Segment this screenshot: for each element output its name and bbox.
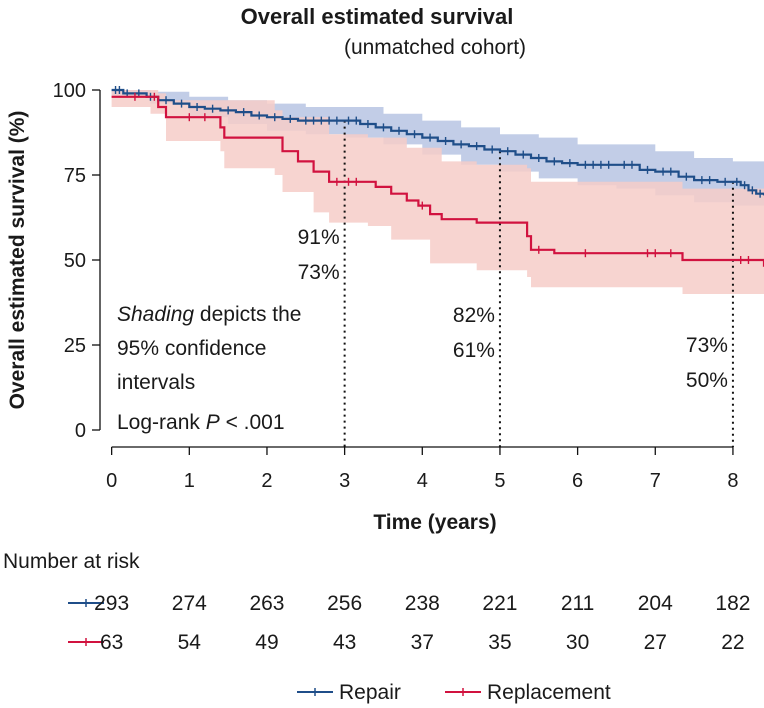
replacement-risk-count: 35	[488, 631, 511, 654]
y-tick-label: 100	[53, 80, 86, 102]
repair-risk-count: 204	[638, 592, 673, 615]
risk-table-title: Number at risk	[3, 550, 140, 573]
replacement-risk-count: 54	[178, 631, 202, 654]
annotation-replacement-3: 73%	[298, 261, 340, 284]
x-tick-label: 7	[650, 470, 661, 492]
x-tick-label: 2	[261, 470, 272, 492]
shading-note-line3: intervals	[117, 371, 195, 394]
legend: Repair Replacement	[297, 681, 611, 704]
legend-repair-label: Repair	[339, 681, 401, 704]
repair-curve	[111, 88, 764, 196]
repair-risk-count: 238	[405, 592, 440, 615]
x-axis-title: Time (years)	[373, 511, 496, 534]
chart-subtitle: (unmatched cohort)	[344, 36, 526, 59]
y-axis-title: Overall estimated survival (%)	[6, 111, 29, 410]
legend-replacement-label: Replacement	[487, 681, 611, 704]
repair-risk-count: 274	[172, 592, 207, 615]
repair-risk-count: 221	[482, 592, 517, 615]
replacement-ci-band	[111, 90, 764, 305]
annotation-replacement-8: 50%	[686, 369, 728, 392]
logrank-prefix: Log-rank	[117, 411, 206, 434]
y-tick-label: 50	[64, 250, 86, 272]
survival-curves	[111, 86, 764, 267]
logrank-label: Log-rank P < .001	[117, 411, 285, 434]
x-tick-label: 5	[494, 470, 505, 492]
shading-note-line2: 95% confidence	[117, 337, 266, 360]
replacement-risk-count: 30	[566, 631, 589, 654]
y-tick-label: 25	[64, 335, 86, 357]
axes: 0 25 50 75 100 0 1 2 3 4 5 6 7 8	[53, 80, 739, 492]
replacement-risk-count: 49	[255, 631, 278, 654]
repair-risk-count: 182	[715, 592, 750, 615]
confidence-bands	[111, 90, 764, 305]
repair-risk-count: 293	[94, 592, 129, 615]
repair-risk-count: 211	[561, 592, 594, 615]
replacement-risk-count: 43	[333, 631, 356, 654]
x-tick-label: 4	[417, 470, 428, 492]
annotation-repair-3: 91%	[298, 226, 340, 249]
chart-title: Overall estimated survival	[241, 4, 514, 29]
shading-note: Shading depicts the	[117, 303, 301, 326]
x-tick-label: 1	[184, 470, 195, 492]
logrank-suffix: < .001	[220, 411, 285, 434]
replacement-risk-count: 63	[100, 631, 123, 654]
replacement-risk-count: 37	[411, 631, 434, 654]
x-tick-label: 0	[106, 470, 117, 492]
y-tick-label: 75	[64, 165, 86, 187]
x-tick-label: 3	[339, 470, 350, 492]
replacement-risk-count: 27	[644, 631, 667, 654]
annotation-repair-5: 82%	[453, 304, 495, 327]
replacement-curve	[111, 95, 764, 267]
annotation-repair-8: 73%	[686, 334, 728, 357]
logrank-p: P	[206, 411, 220, 434]
x-tick-label: 6	[572, 470, 583, 492]
risk-table: 293 274 263 256 238 221 211 204 182 63 54 49 43 37 35 3…	[68, 592, 750, 654]
annotations: 91% 73% 82% 61% 73% 50%	[298, 226, 728, 392]
reference-lines	[343, 120, 734, 447]
repair-risk-count: 256	[327, 592, 362, 615]
x-tick-label: 8	[727, 470, 738, 492]
y-tick-label: 0	[75, 420, 86, 442]
shading-note-em: Shading	[117, 303, 194, 326]
shading-note-rest: depicts the	[194, 303, 301, 326]
repair-risk-count: 263	[249, 592, 284, 615]
annotation-replacement-5: 61%	[453, 339, 495, 362]
replacement-risk-count: 22	[721, 631, 744, 654]
